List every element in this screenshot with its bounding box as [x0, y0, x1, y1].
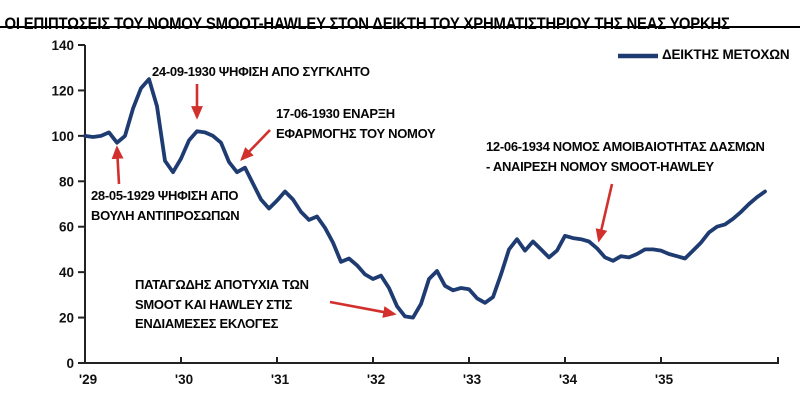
annotation-line: ΠΑΤΑΓΩΔΗΣ ΑΠΟΤΥΧΙΑ ΤΩΝ — [135, 277, 309, 292]
y-tick-label: 80 — [59, 174, 74, 189]
annotation-arrow — [329, 300, 397, 318]
annotation-line: 24-09-1930 ΨΗΦΙΣΗ ΑΠΟ ΣΥΓΚΛΗΤΟ — [152, 64, 370, 79]
axes — [84, 45, 779, 364]
annotation-line: 12-06-1934 ΝΟΜΟΣ ΑΜΟΙΒΑΙΟΤΗΤΑΣ ΔΑΣΜΩΝ — [486, 139, 765, 154]
page-title-text: ΟΙ ΕΠΙΠΤΩΣΕΙΣ ΤΟΥ ΝΟΜΟΥ SMOOT-HAWLEY ΣΤΟ… — [4, 15, 730, 33]
x-tick-label: '33 — [463, 372, 482, 387]
y-tick-label: 0 — [66, 356, 74, 371]
x-tick-label: '32 — [367, 372, 385, 387]
annotation-line: 28-05-1929 ΨΗΦΙΣΗ ΑΠΟ — [91, 188, 239, 203]
annotation-line: ΕΝΔΙΑΜΕΣΕΣ ΕΚΛΟΓΕΣ — [135, 316, 279, 331]
annotation-line: ΒΟΥΛΗ ΑΝΤΙΠΡΟΣΩΠΩΝ — [91, 207, 240, 223]
annotation-line: - ΑΝΑΙΡΕΣΗ ΝΟΜΟΥ SMOOT-HAWLEY — [486, 158, 714, 174]
annotation-arrow — [111, 145, 124, 185]
x-tick-label: '35 — [655, 372, 674, 387]
x-tick-label: '31 — [271, 372, 290, 387]
x-tick-label: '34 — [559, 372, 578, 387]
annotation-line: ΕΦΑΡΜΟΓΗΣ ΤΟΥ ΝΟΜΟΥ — [276, 125, 436, 141]
legend: ΔΕΙΚΤΗΣ ΜΕΤΟΧΩΝ — [662, 47, 790, 62]
annotation-line: 17-06-1930 ΕΝΑΡΞΗ — [276, 106, 395, 121]
annotation-arrow — [240, 129, 271, 161]
annotation-house-vote: 28-05-1929 ΨΗΦΙΣΗ ΑΠΟ ΒΟΥΛΗ ΑΝΤΙΠΡΟΣΩΠΩΝ — [91, 186, 240, 225]
x-tick-label: '29 — [79, 372, 97, 387]
y-tick-label: 40 — [59, 265, 74, 280]
annotation-law-enacted: 17-06-1930 ΕΝΑΡΞΗ ΕΦΑΡΜΟΓΗΣ ΤΟΥ ΝΟΜΟΥ — [276, 104, 436, 143]
legend-label: ΔΕΙΚΤΗΣ ΜΕΤΟΧΩΝ — [662, 47, 790, 62]
page-title: ΟΙ ΕΠΙΠΤΩΣΕΙΣ ΤΟΥ ΝΟΜΟΥ SMOOT-HAWLEY ΣΤΟ… — [0, 0, 800, 33]
annotation-senate-vote: 24-09-1930 ΨΗΦΙΣΗ ΑΠΟ ΣΥΓΚΛΗΤΟ — [152, 62, 370, 82]
y-tick-label: 60 — [59, 220, 74, 235]
annotation-line: SMOOT ΚΑΙ HAWLEY ΣΤΙΣ — [135, 296, 293, 312]
annotation-reciprocal-tariff: 12-06-1934 ΝΟΜΟΣ ΑΜΟΙΒΑΙΟΤΗΤΑΣ ΔΑΣΜΩΝ - … — [486, 137, 765, 176]
annotation-arrow — [595, 183, 614, 243]
y-tick-label: 20 — [59, 311, 74, 326]
y-tick-label: 120 — [51, 83, 74, 98]
y-tick-label: 100 — [51, 129, 74, 144]
y-tick-label: 140 — [51, 38, 74, 53]
x-tick-label: '30 — [175, 372, 193, 387]
annotation-midterm-failure: ΠΑΤΑΓΩΔΗΣ ΑΠΟΤΥΧΙΑ ΤΩΝ SMOOT ΚΑΙ HAWLEY … — [135, 275, 309, 334]
stock-index-line — [83, 77, 767, 320]
